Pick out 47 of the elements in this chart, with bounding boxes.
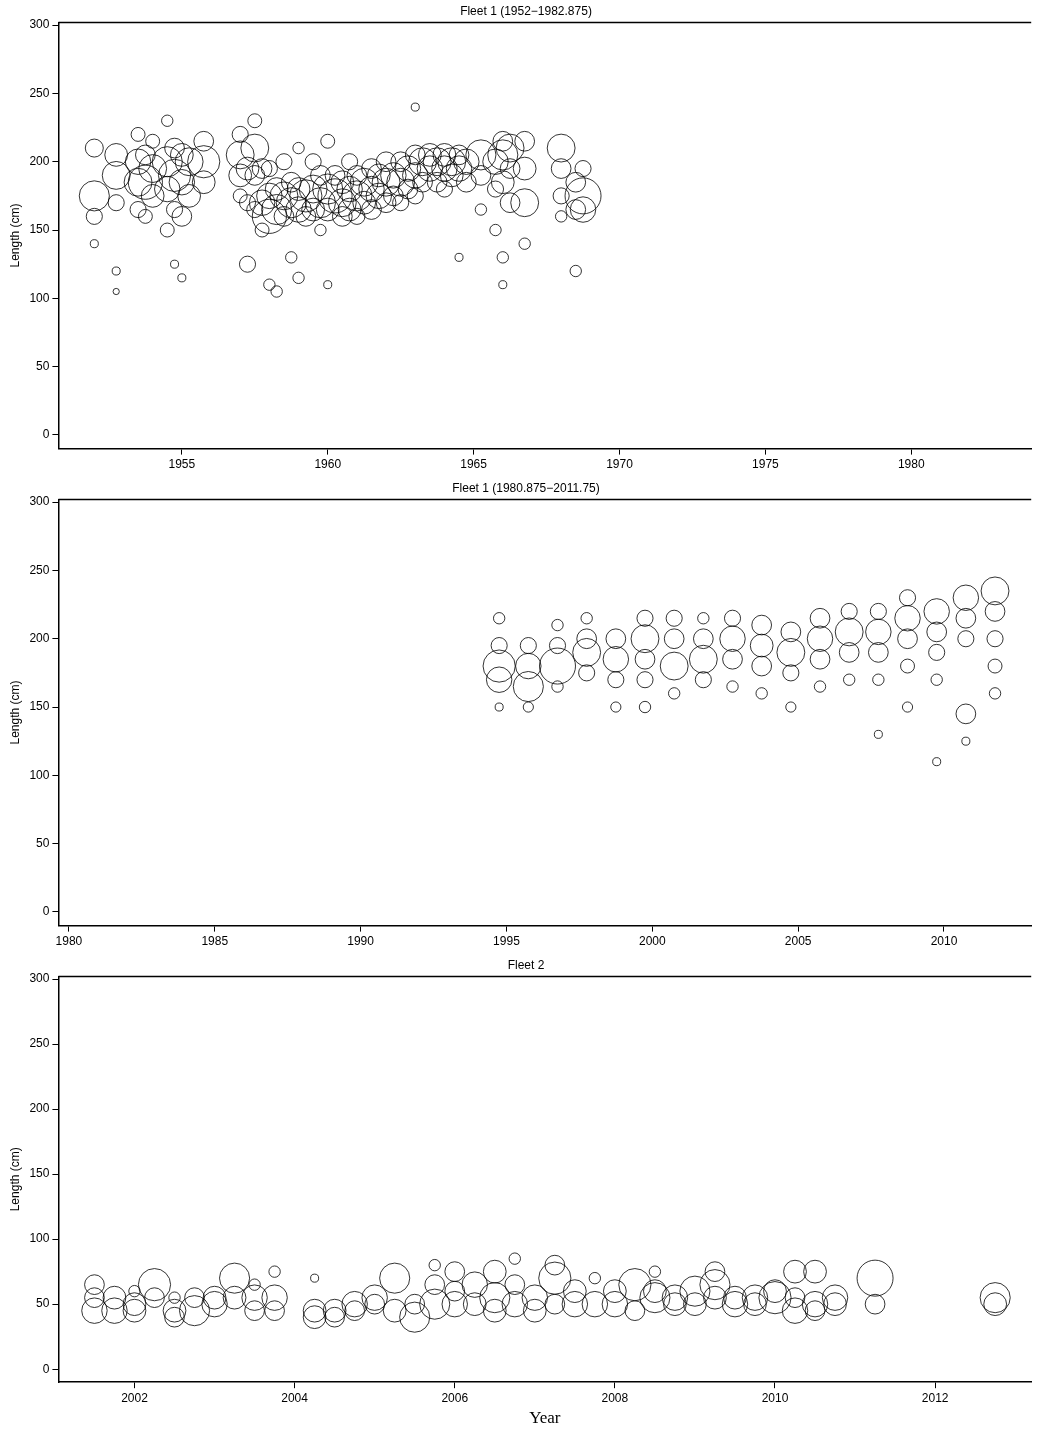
y-tick-label: 50 — [36, 835, 50, 850]
y-tick-label: 0 — [42, 904, 50, 919]
y-tick-label: 200 — [29, 154, 50, 169]
chart-title: Fleet 2 — [507, 957, 545, 972]
y-tick-label: 200 — [29, 1101, 50, 1116]
y-tick-label: 100 — [29, 290, 50, 305]
y-tick-label: 300 — [29, 494, 50, 509]
x-tick-label: 1965 — [460, 457, 488, 472]
x-tick-label: 2010 — [930, 934, 958, 949]
x-tick-label: 2000 — [638, 934, 666, 949]
y-tick-label: 150 — [29, 222, 50, 237]
x-tick-label: 1980 — [55, 934, 83, 949]
x-tick-label: 1970 — [606, 457, 634, 472]
y-tick-label: 0 — [42, 427, 50, 442]
x-tick-label: 1990 — [347, 934, 375, 949]
x-tick-label: 2012 — [921, 1390, 949, 1405]
y-tick-label: 50 — [36, 1296, 50, 1311]
y-tick-label: 150 — [29, 1166, 50, 1181]
x-tick-label: 2002 — [121, 1390, 149, 1405]
x-tick-label: 2010 — [761, 1390, 789, 1405]
y-axis-title: Length (cm) — [7, 1147, 22, 1212]
x-tick-label: 2006 — [441, 1390, 469, 1405]
y-axis-title: Length (cm) — [7, 203, 22, 268]
x-tick-label: 1960 — [314, 457, 342, 472]
y-axis-title: Length (cm) — [7, 680, 22, 745]
y-tick-label: 250 — [29, 1036, 50, 1051]
y-tick-label: 250 — [29, 85, 50, 100]
x-tick-label: 1995 — [493, 934, 521, 949]
y-tick-label: 0 — [42, 1361, 50, 1376]
x-tick-label: 2004 — [281, 1390, 309, 1405]
y-tick-label: 250 — [29, 562, 50, 577]
x-tick-label: 1975 — [752, 457, 780, 472]
y-tick-label: 100 — [29, 1231, 50, 1246]
y-tick-label: 300 — [29, 17, 50, 32]
x-tick-label: 1985 — [201, 934, 229, 949]
y-tick-label: 200 — [29, 631, 50, 646]
x-tick-label: 1955 — [168, 457, 196, 472]
y-tick-label: 100 — [29, 767, 50, 782]
x-tick-label: 2005 — [784, 934, 812, 949]
y-tick-label: 150 — [29, 699, 50, 714]
y-tick-label: 300 — [29, 971, 50, 986]
x-tick-label: 2008 — [601, 1390, 629, 1405]
x-tick-label: 1980 — [897, 457, 925, 472]
y-tick-label: 50 — [36, 358, 50, 373]
x-axis-title: Year — [529, 1408, 561, 1428]
chart-title: Fleet 1 (1952−1982.875) — [460, 3, 592, 18]
chart-title: Fleet 1 (1980.875−2011.75) — [452, 480, 600, 495]
